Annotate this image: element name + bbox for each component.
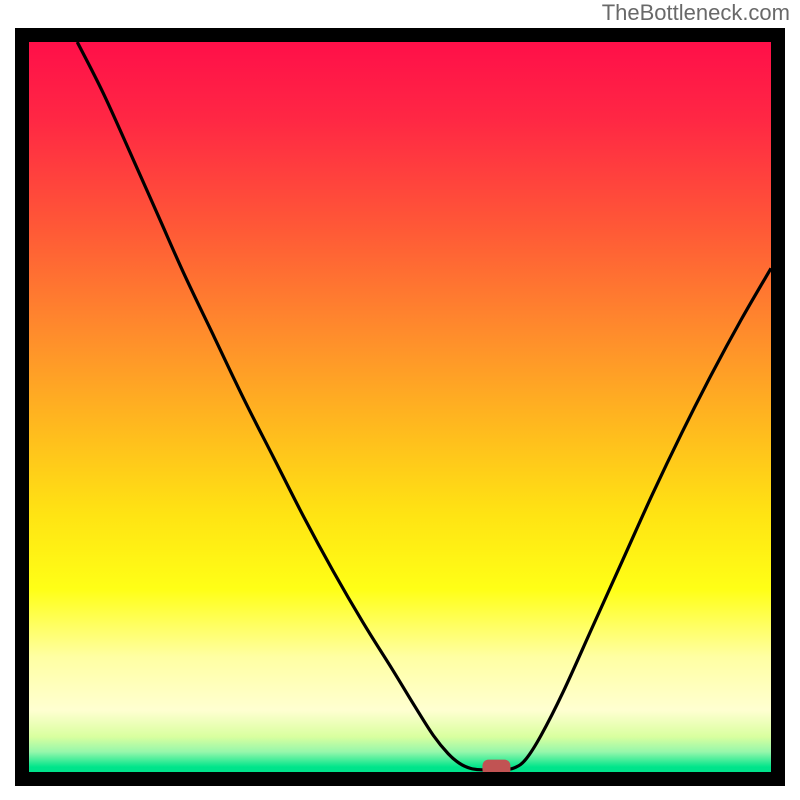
attribution-text: TheBottleneck.com bbox=[602, 0, 790, 26]
chart-container: TheBottleneck.com bbox=[0, 0, 800, 800]
gradient-background bbox=[15, 28, 785, 786]
bottleneck-chart bbox=[0, 0, 800, 800]
